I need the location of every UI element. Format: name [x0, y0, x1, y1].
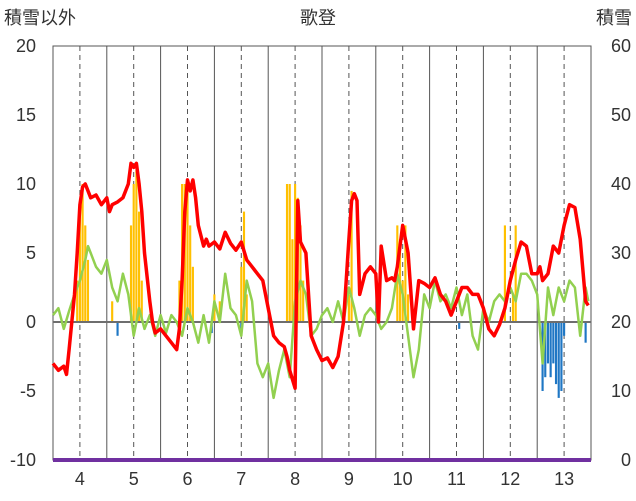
orange-bar: [511, 294, 515, 322]
blue-bar: [544, 322, 547, 378]
blue-bar: [584, 322, 587, 343]
blue-bar: [552, 322, 555, 364]
orange-bar: [503, 225, 506, 322]
y-left-tick-label: 0: [26, 312, 36, 332]
x-tick-label: 6: [182, 469, 192, 489]
orange-bar: [111, 301, 114, 322]
orange-bar: [140, 280, 143, 322]
orange-bar: [404, 225, 407, 322]
x-tick-label: 12: [500, 469, 520, 489]
green-series-line: [52, 244, 590, 400]
y-right-tick-label: 20: [611, 312, 631, 332]
orange-bar: [407, 294, 410, 322]
blue-bar: [116, 322, 119, 336]
orange-bar: [189, 225, 192, 322]
orange-bar: [86, 259, 90, 322]
y-right-tick-label: 10: [611, 381, 631, 401]
x-tick-label: 10: [393, 469, 413, 489]
orange-bar: [138, 211, 141, 322]
orange-bar: [78, 211, 81, 322]
right-axis-title: 積雪: [596, 8, 632, 29]
blue-bar: [549, 322, 552, 378]
orange-bar: [514, 225, 517, 322]
x-tick-label: 5: [129, 469, 139, 489]
orange-bar: [240, 266, 243, 322]
y-right-tick-label: 50: [611, 105, 631, 125]
blue-bar: [458, 322, 461, 329]
x-tick-label: 4: [75, 469, 85, 489]
orange-bar: [84, 225, 87, 322]
orange-bar: [242, 211, 246, 322]
blue-bar: [560, 322, 563, 391]
y-left-tick-label: -10: [10, 450, 36, 470]
blue-bar: [554, 322, 558, 385]
y-left-tick-label: 15: [16, 105, 36, 125]
chart-title: 歌登: [300, 8, 336, 29]
x-tick-label: 13: [554, 469, 574, 489]
y-right-tick-label: 40: [611, 174, 631, 194]
x-tick-label: 8: [290, 469, 300, 489]
orange-bar: [135, 170, 138, 322]
red-series-line: [51, 161, 590, 390]
y-left-tick-label: 10: [16, 174, 36, 194]
orange-bar: [291, 239, 294, 322]
orange-bar: [129, 225, 133, 322]
y-right-tick-label: 30: [611, 243, 631, 263]
orange-bar: [76, 280, 79, 322]
orange-bar: [350, 190, 353, 322]
orange-bar: [302, 280, 305, 322]
x-tick-label: 9: [344, 469, 354, 489]
orange-bar: [81, 184, 84, 322]
orange-bar: [299, 225, 302, 322]
x-tick-label: 11: [447, 469, 466, 489]
blue-bar: [557, 322, 560, 398]
y-left-tick-label: 5: [26, 243, 36, 263]
orange-bar: [245, 294, 248, 322]
orange-bar: [285, 184, 289, 322]
orange-bar: [288, 184, 291, 322]
y-left-tick-label: -5: [20, 381, 36, 401]
orange-bar: [186, 184, 189, 322]
blue-bar: [563, 322, 566, 336]
orange-bar: [294, 184, 297, 322]
y-right-tick-label: 60: [611, 36, 631, 56]
orange-bar: [191, 266, 194, 322]
orange-bar: [347, 294, 350, 322]
y-left-tick-label: 20: [16, 36, 36, 56]
y-right-tick-label: 0: [621, 450, 631, 470]
orange-bar: [132, 184, 135, 322]
left-axis-title: 積雪以外: [4, 8, 76, 29]
blue-bar: [546, 322, 550, 364]
x-tick-label: 7: [236, 469, 246, 489]
